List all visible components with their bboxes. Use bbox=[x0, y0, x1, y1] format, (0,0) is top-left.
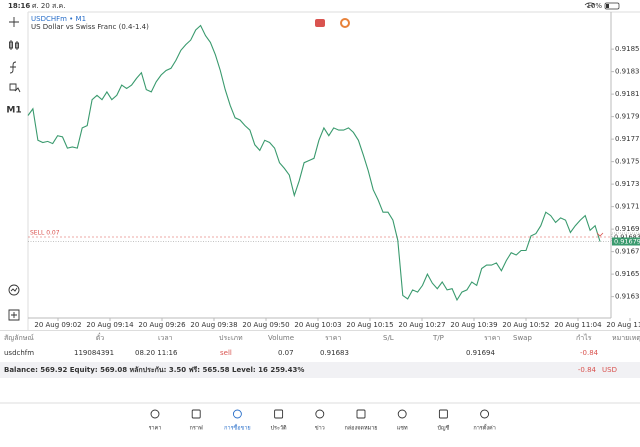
cell-type[interactable]: sell bbox=[220, 349, 232, 357]
column-header: ราคา bbox=[484, 334, 500, 342]
account-currency: USD bbox=[602, 366, 617, 374]
objects-tool[interactable] bbox=[9, 83, 21, 93]
summary-band bbox=[0, 362, 640, 378]
order-marker bbox=[596, 232, 604, 237]
x-tick-label: 20 Aug 09:26 bbox=[138, 321, 186, 329]
account-summary: Balance: 569.92 Equity: 569.08 หลักประกั… bbox=[4, 366, 304, 374]
tab-label[interactable]: กล่องจดหมาย bbox=[344, 426, 377, 432]
tab-icon[interactable] bbox=[232, 409, 242, 419]
column-header: สัญลักษณ์ bbox=[4, 334, 34, 342]
x-tick-label: 20 Aug 10:03 bbox=[294, 321, 341, 329]
column-header: Volume bbox=[268, 334, 294, 342]
column-header: ราคา bbox=[325, 334, 341, 342]
one-click-icon[interactable] bbox=[315, 19, 325, 27]
x-tick-label: 20 Aug 09:14 bbox=[86, 321, 134, 329]
battery-icon bbox=[604, 2, 620, 10]
tab-icon[interactable] bbox=[356, 409, 366, 419]
tab-label[interactable]: แชท bbox=[397, 425, 408, 432]
reset-tool-glyph bbox=[10, 287, 18, 292]
chart-subtitle: US Dollar vs Swiss Franc (0.4-1.4) bbox=[31, 23, 149, 31]
cell-open-price[interactable]: 0.91683 bbox=[320, 349, 349, 357]
chart-title: USDCHFm • M1 bbox=[31, 15, 86, 23]
chart-type-tool[interactable] bbox=[9, 40, 19, 50]
cell-profit[interactable]: -0.84 bbox=[580, 349, 599, 357]
cell-volume[interactable]: 0.07 bbox=[278, 349, 294, 357]
column-header: เวลา bbox=[158, 334, 173, 342]
y-tick-label: 0.91630 bbox=[615, 293, 640, 301]
tab-label[interactable]: ราคา bbox=[149, 426, 162, 432]
tab-icon[interactable] bbox=[438, 409, 448, 419]
column-header: ตั๋ว bbox=[96, 333, 105, 342]
order-label: SELL 0.07 bbox=[30, 230, 60, 237]
status-date: ศ. 20 ส.ค. bbox=[32, 2, 65, 10]
x-tick-label: 20 Aug 09:38 bbox=[190, 321, 237, 329]
column-header: ประเภท bbox=[219, 334, 243, 342]
tab-icon[interactable] bbox=[274, 409, 284, 419]
left-toolbar bbox=[8, 17, 21, 321]
order-price-label: 0.91683 bbox=[614, 233, 640, 241]
tab-icon[interactable] bbox=[397, 409, 407, 419]
timeframe-button[interactable]: M1 bbox=[6, 106, 21, 116]
status-time: 18:16 bbox=[8, 2, 30, 10]
tab-label[interactable]: การซื้อขาย bbox=[224, 424, 250, 432]
tab-label[interactable]: บัญชี bbox=[437, 425, 449, 432]
cell-symbol[interactable]: usdchfm bbox=[4, 349, 34, 357]
account-profit: -0.84 bbox=[578, 366, 597, 374]
tab-label[interactable]: ข่าว bbox=[315, 426, 325, 432]
signal-icon[interactable] bbox=[340, 18, 350, 28]
x-tick-label: 20 Aug 09:50 bbox=[242, 321, 289, 329]
current-price-label: 0.91679 bbox=[614, 238, 640, 246]
x-tick-label: 20 Aug 09:02 bbox=[34, 321, 81, 329]
tab-label[interactable]: การตั้งค่า bbox=[473, 424, 495, 432]
battery-level bbox=[606, 4, 609, 8]
x-tick-label: 20 Aug 11:16 bbox=[606, 321, 640, 329]
x-tick-label: 20 Aug 10:52 bbox=[502, 321, 549, 329]
tab-icon[interactable] bbox=[315, 409, 325, 419]
column-header: T/P bbox=[432, 334, 444, 342]
column-header: Swap bbox=[513, 334, 532, 342]
tab-label[interactable]: กราฟ bbox=[190, 425, 203, 432]
wifi-icon bbox=[584, 2, 596, 8]
tab-icon[interactable] bbox=[480, 409, 490, 419]
cell-price[interactable]: 0.91694 bbox=[466, 349, 495, 357]
table-border bbox=[0, 330, 640, 331]
price-line bbox=[27, 24, 601, 302]
x-tick-label: 20 Aug 10:27 bbox=[398, 321, 445, 329]
column-header: กำไร bbox=[576, 333, 592, 342]
current-price-box bbox=[612, 237, 640, 246]
cell-ticket[interactable]: 119084391 bbox=[74, 349, 114, 357]
tab-label[interactable]: ประวัติ bbox=[271, 425, 287, 432]
crosshair-tool[interactable] bbox=[9, 17, 19, 27]
column-header: หมายเหตุ bbox=[612, 334, 640, 342]
indicator-tool[interactable] bbox=[9, 61, 17, 74]
reset-tool[interactable] bbox=[8, 284, 20, 296]
column-header: S/L bbox=[383, 334, 394, 342]
tab-icon[interactable] bbox=[191, 409, 201, 419]
new-order-tool[interactable] bbox=[8, 309, 20, 321]
cell-time[interactable]: 08.20 11:16 bbox=[135, 349, 178, 357]
x-tick-label: 20 Aug 10:15 bbox=[346, 321, 393, 329]
tab-icon[interactable] bbox=[150, 409, 160, 419]
x-tick-label: 20 Aug 11:04 bbox=[554, 321, 602, 329]
status-battery: 16% bbox=[586, 2, 602, 10]
x-tick-label: 20 Aug 10:39 bbox=[450, 321, 497, 329]
